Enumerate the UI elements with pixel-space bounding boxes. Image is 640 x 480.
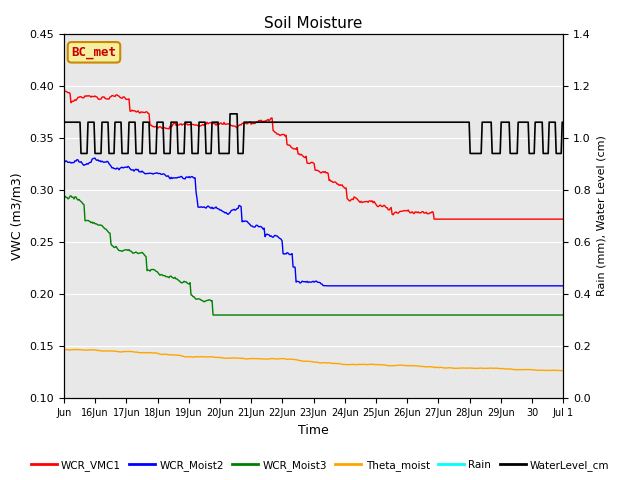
Legend: WCR_VMC1, WCR_Moist2, WCR_Moist3, Theta_moist, Rain, WaterLevel_cm: WCR_VMC1, WCR_Moist2, WCR_Moist3, Theta_… [27, 456, 613, 475]
WCR_Moist2 [298, 278, 306, 284]
Theta_moist [300, 359, 308, 364]
Rain [300, 397, 308, 403]
Theta_moist [469, 365, 477, 371]
Line: WCR_Moist2: WCR_Moist2 [64, 158, 563, 286]
Title: Soil Moisture: Soil Moisture [264, 16, 363, 31]
Rain [330, 397, 338, 403]
Theta_moist [559, 368, 567, 373]
Theta_moist [547, 368, 555, 373]
Rain [547, 397, 555, 403]
WaterLevel_cm [359, 120, 367, 125]
WaterLevel_cm [77, 151, 85, 156]
WCR_Moist3 [209, 312, 217, 318]
WaterLevel_cm [60, 120, 68, 125]
WCR_Moist2 [332, 283, 340, 288]
WCR_VMC1 [548, 216, 556, 222]
Line: WCR_VMC1: WCR_VMC1 [64, 91, 563, 219]
WaterLevel_cm [332, 120, 340, 125]
WCR_Moist2 [301, 279, 309, 285]
WCR_Moist2 [359, 283, 367, 288]
WaterLevel_cm [559, 120, 567, 125]
Rain [60, 397, 68, 403]
X-axis label: Time: Time [298, 424, 329, 437]
Theta_moist [357, 361, 365, 367]
WCR_Moist3 [559, 312, 567, 318]
WCR_Moist2 [549, 283, 557, 288]
WCR_VMC1 [430, 216, 438, 222]
Rain [469, 397, 477, 403]
WCR_Moist2 [60, 158, 68, 164]
Line: WCR_Moist3: WCR_Moist3 [64, 196, 563, 315]
Theta_moist [297, 358, 305, 363]
WCR_VMC1 [297, 151, 305, 157]
WCR_Moist3 [471, 312, 479, 318]
Line: Theta_moist: Theta_moist [64, 349, 563, 371]
WCR_VMC1 [330, 180, 338, 185]
WCR_VMC1 [559, 216, 567, 222]
WCR_Moist3 [300, 312, 307, 318]
Y-axis label: Rain (mm), Water Level (cm): Rain (mm), Water Level (cm) [596, 135, 606, 297]
WCR_Moist3 [67, 193, 75, 199]
WCR_VMC1 [300, 154, 308, 160]
WCR_Moist3 [60, 194, 68, 200]
Theta_moist [60, 347, 68, 352]
WaterLevel_cm [300, 120, 307, 125]
WCR_Moist3 [332, 312, 340, 318]
WCR_Moist2 [559, 283, 567, 288]
WCR_VMC1 [470, 216, 478, 222]
WCR_Moist2 [471, 283, 479, 288]
WaterLevel_cm [226, 111, 234, 117]
WCR_Moist3 [359, 312, 367, 318]
Line: WaterLevel_cm: WaterLevel_cm [64, 114, 563, 154]
Rain [357, 397, 365, 403]
WCR_Moist3 [549, 312, 557, 318]
WCR_Moist3 [302, 312, 310, 318]
Y-axis label: VWC (m3/m3): VWC (m3/m3) [11, 172, 24, 260]
WCR_Moist2 [91, 155, 99, 161]
Text: BC_met: BC_met [72, 46, 116, 59]
WCR_VMC1 [60, 88, 68, 94]
Rain [559, 397, 567, 403]
Theta_moist [330, 360, 338, 366]
WaterLevel_cm [302, 120, 310, 125]
WCR_Moist2 [323, 283, 331, 288]
WaterLevel_cm [549, 120, 557, 125]
Rain [297, 397, 305, 403]
WCR_VMC1 [357, 198, 365, 204]
WaterLevel_cm [471, 151, 479, 156]
